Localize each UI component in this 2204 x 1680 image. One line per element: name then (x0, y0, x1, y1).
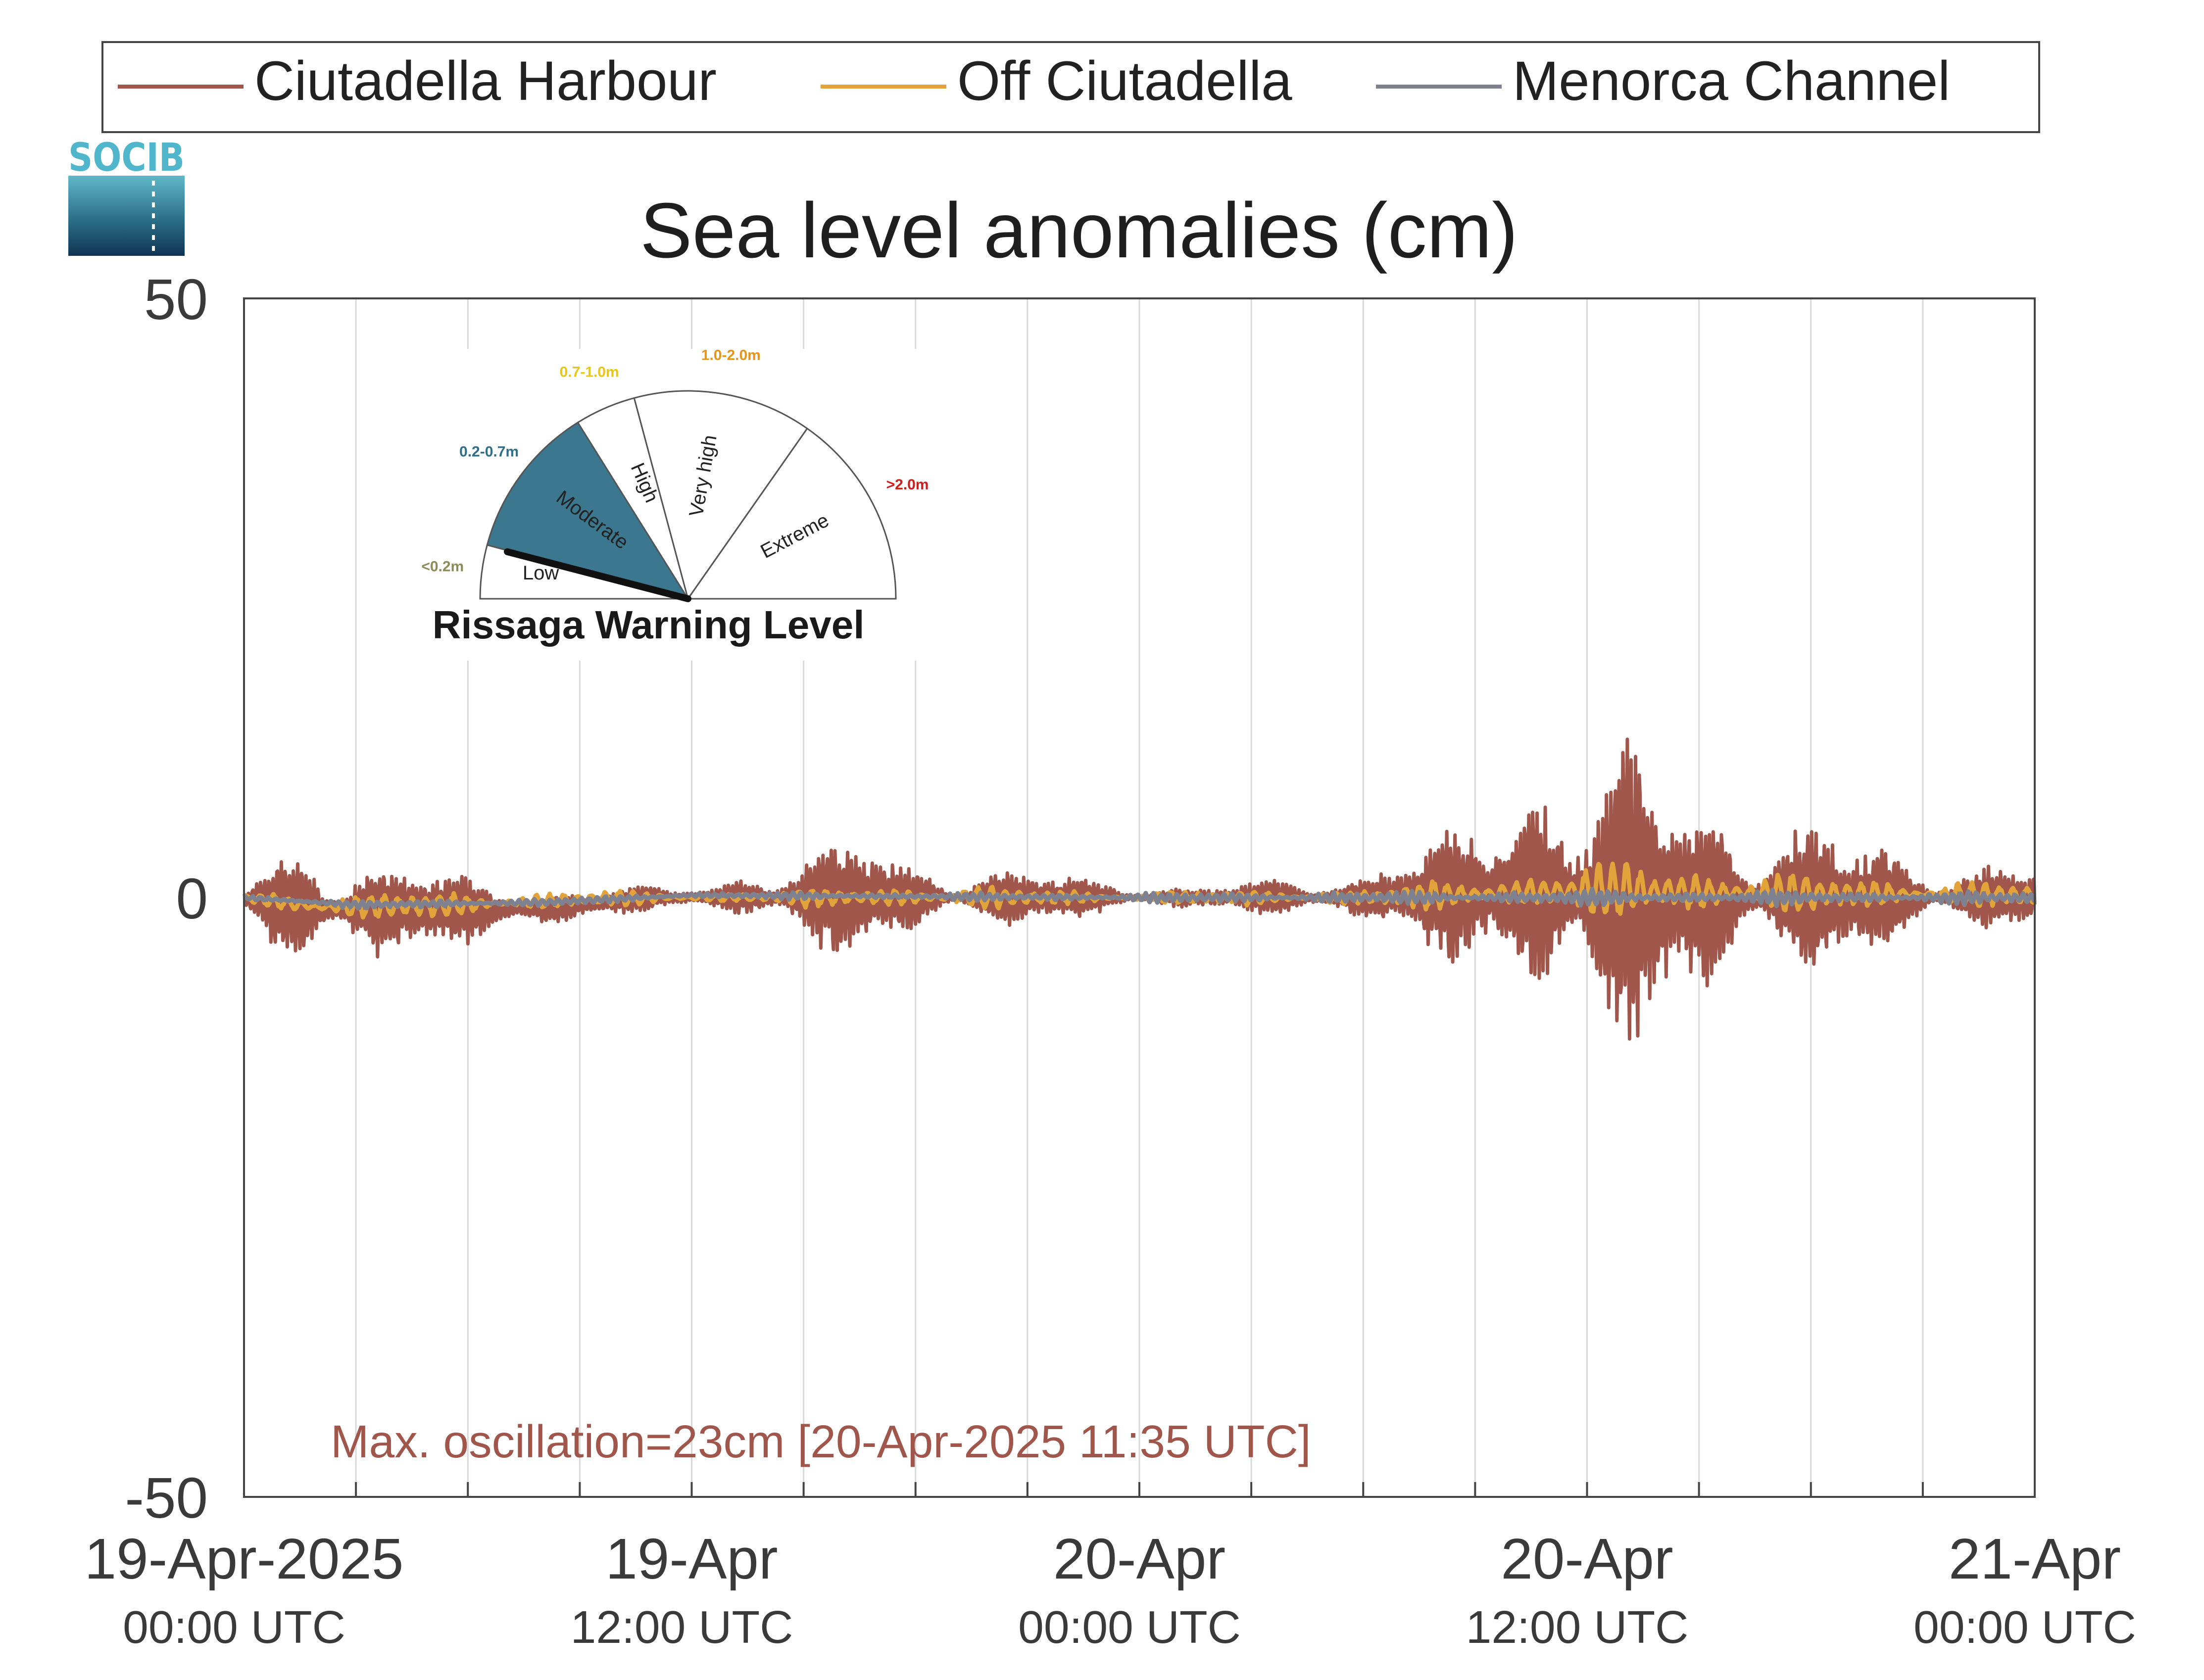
y-tick-label: 0 (176, 866, 208, 931)
y-tick-label: -50 (125, 1466, 208, 1530)
chart-title: Sea level anomalies (cm) (640, 187, 1518, 274)
gauge-title: Rissaga Warning Level (433, 603, 865, 647)
gauge-sector-moderate (486, 421, 690, 600)
logo-text: SOCIB (68, 136, 185, 180)
x-tick-label: 20-Apr (1053, 1527, 1225, 1591)
gauge-sector-very-high (633, 390, 808, 601)
x-tick-sublabel: 12:00 UTC (571, 1601, 793, 1653)
gauge-needle (504, 548, 691, 602)
socib-logo: SOCIB (68, 136, 185, 256)
max-oscillation-annotation: Max. oscillation=23cm [20-Apr-2025 11:35… (331, 1416, 1311, 1467)
x-tick-sublabel: 12:00 UTC (1466, 1601, 1689, 1653)
x-tick-label: 19-Apr (605, 1527, 778, 1591)
y-ticks: 50 0 -50 (125, 267, 208, 1530)
legend: Ciutadella Harbour Off Ciutadella Menorc… (101, 41, 2040, 133)
plot-area: 50 0 -50 (125, 267, 2037, 1530)
gauge-sector-extreme (686, 427, 897, 600)
gauge-range-label: 0.7-1.0m (560, 364, 619, 380)
gauge-range-label: 0.2-0.7m (459, 444, 519, 460)
x-tick-label: 19-Apr-2025 (85, 1527, 404, 1591)
x-tick-sublabel: 00:00 UTC (123, 1601, 345, 1653)
x-tick-sublabel: 00:00 UTC (1018, 1601, 1241, 1653)
x-tick-label: 20-Apr (1501, 1527, 1673, 1591)
legend-label-menorca-channel: Menorca Channel (1513, 50, 1950, 112)
legend-label-off-ciutadella: Off Ciutadella (957, 50, 1292, 112)
gauge-range-labels: <0.2m 0.2-0.7m 0.7-1.0m 1.0-2.0m >2.0m (421, 347, 929, 575)
x-tick-label: 21-Apr (1949, 1527, 2121, 1591)
x-tick-sublabel: 00:00 UTC (1913, 1601, 2136, 1653)
y-tick-label: 50 (144, 267, 208, 332)
series-group (243, 737, 2037, 1041)
series-line-menorca-channel (243, 886, 2037, 911)
gauge-range-label: 1.0-2.0m (701, 347, 761, 364)
gauge-range-label: <0.2m (421, 559, 464, 575)
legend-label-ciutadella-harbour: Ciutadella Harbour (254, 50, 717, 112)
gauge-range-label: >2.0m (886, 477, 929, 493)
x-tick-labels: 19-Apr-2025 00:00 UTC 19-Apr 12:00 UTC 20-Ap… (85, 1527, 2136, 1653)
x-ticks (355, 1482, 1924, 1497)
